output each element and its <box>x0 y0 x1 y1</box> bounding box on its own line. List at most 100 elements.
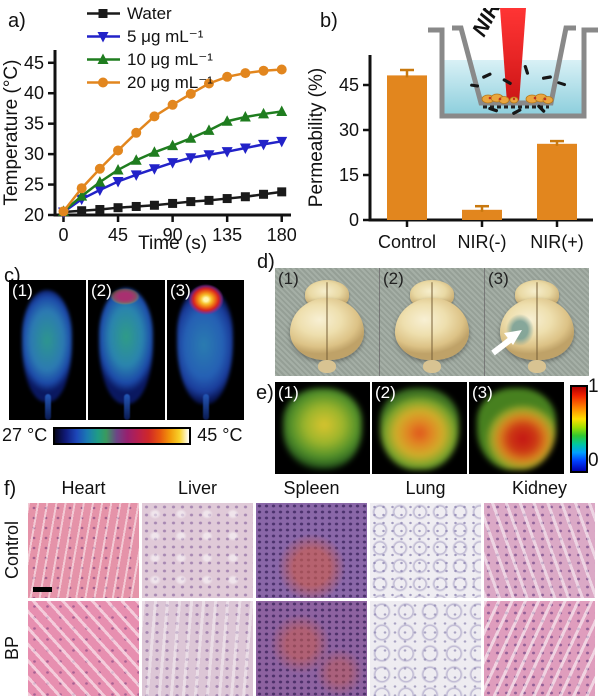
organ-header-heart: Heart <box>61 478 106 498</box>
laser-hotspot <box>110 288 140 305</box>
panel-a-label: a) <box>8 10 26 32</box>
thermal-image-strip: (1) (2) (3) <box>9 280 244 420</box>
y-tick-label: 25 <box>24 175 44 195</box>
y-tick-label: 45 <box>24 53 44 73</box>
histology-control-liver <box>142 503 253 598</box>
legend-marker-triangle-up-icon <box>87 53 120 64</box>
panel-e-fluorescence-maps: e) (1) (2) (3) 1 0 <box>256 376 600 478</box>
category-label: Control <box>378 232 436 252</box>
bp-nanosheets <box>470 65 566 115</box>
legend-marker-circle-icon <box>87 77 120 88</box>
fluorescent-brain <box>380 388 459 470</box>
organ-header-row: Heart Liver Spleen Lung Kidney <box>28 478 595 499</box>
y-tick-label: 30 <box>24 144 44 164</box>
legend-entry-5-g-ml: 5 μg mL⁻¹ <box>86 25 213 48</box>
fluorescent-brain <box>477 388 556 470</box>
bar-nir <box>462 204 502 220</box>
mouse-body <box>22 290 72 402</box>
organ-header-kidney: Kidney <box>511 478 568 498</box>
thermal-colorbar-max-label: 45 °C <box>197 425 243 445</box>
legend-label: 20 μg mL⁻¹ <box>127 72 213 92</box>
brainstem <box>318 360 336 373</box>
legend-entry-20-g-ml: 20 μg mL⁻¹ <box>86 71 213 94</box>
thermal-mouse-image-2: (2) <box>88 280 165 420</box>
brain-photo-label: (3) <box>488 269 509 288</box>
scale-bar <box>33 587 52 592</box>
series-water <box>58 187 287 217</box>
organ-header-lung: Lung <box>405 478 446 498</box>
histology-bp-liver <box>142 601 253 696</box>
y-axis-title: Temperature (°C) <box>1 60 22 206</box>
y-tick-label: 40 <box>24 83 44 103</box>
panel-a-heating-curves: a) 0 45 90 135 180 20 25 30 35 40 45 Time (s) Temper… <box>0 0 300 265</box>
legend-label: Water <box>127 3 172 23</box>
panel-f-label: f) <box>4 478 17 500</box>
organ-header-spleen: Spleen <box>283 478 340 498</box>
mouse-tail <box>45 394 51 420</box>
fluorescence-image-label: (3) <box>472 383 493 402</box>
x-tick-label: 180 <box>267 225 297 245</box>
fluorescence-colorbar-min-label: 0 <box>588 450 599 471</box>
thermal-mouse-image-3: (3) <box>167 280 244 420</box>
outer-well <box>428 27 598 119</box>
brain <box>290 278 364 373</box>
thermal-mouse-image-1: (1) <box>9 280 86 420</box>
permeability-bar-chart: 0 15 30 45 Permeability (%) Control NIR(-) NIR(… <box>306 55 593 252</box>
histology-control-kidney <box>484 503 595 598</box>
legend-label: 10 μg mL⁻¹ <box>127 49 213 69</box>
legend-marker-square-icon <box>87 9 120 18</box>
laser-hotspot <box>188 284 224 315</box>
cell-nuclei <box>488 96 547 101</box>
fluorescence-colorbar <box>570 385 588 473</box>
mouse-tail <box>124 394 130 420</box>
y-tick-label: 45 <box>339 75 359 95</box>
legend-marker-triangle-down-icon <box>87 32 120 43</box>
histology-bp-heart <box>28 601 139 696</box>
x-axis-title: Time (s) <box>138 233 207 254</box>
brain <box>500 278 574 373</box>
series-10-g-ml <box>57 105 288 216</box>
panel-d-brain-photos: d) (1) (2) (3) <box>256 248 600 378</box>
thermal-image-label: (2) <box>91 281 112 300</box>
x-tick-label: 45 <box>108 225 128 245</box>
y-tick-label: 30 <box>339 120 359 140</box>
fluorescence-image-1: (1) <box>275 382 370 474</box>
y-axis-title: Permeability (%) <box>306 68 327 207</box>
fluorescence-image-2: (2) <box>372 382 467 474</box>
fluorescence-colorbar-max-label: 1 <box>588 376 599 397</box>
brain <box>395 278 469 373</box>
mouse-tail <box>203 394 209 420</box>
brain-photo-label: (2) <box>383 269 404 288</box>
y-tick-label: 35 <box>24 114 44 134</box>
panel-f-histology: f) Heart Liver Spleen Lung Kidney Control BP <box>0 478 600 700</box>
brainstem <box>423 360 441 373</box>
white-arrow-icon <box>491 330 522 356</box>
brain-photo-3: (3) <box>485 268 589 376</box>
histology-bp-lung <box>370 601 481 696</box>
x-tick-label: 90 <box>163 225 183 245</box>
bar-nir <box>537 139 577 220</box>
legend-label: 5 μg mL⁻¹ <box>127 26 204 46</box>
fluorescence-image-strip: (1) (2) (3) <box>275 382 564 474</box>
brain-photo-label: (1) <box>278 269 299 288</box>
y-tick-label: 15 <box>339 165 359 185</box>
thermal-image-label: (3) <box>170 281 191 300</box>
line-chart-legend: Water 5 μg mL⁻¹ 10 μg mL⁻¹ 20 μg mL⁻¹ <box>86 2 213 94</box>
brain-photo-strip: (1) (2) (3) <box>275 268 589 376</box>
brain-photo-2: (2) <box>380 268 484 376</box>
mouse-body <box>99 288 153 404</box>
nir-beam <box>500 8 526 103</box>
row-label-control: Control <box>2 520 22 580</box>
brain-photo-1: (1) <box>275 268 379 376</box>
fluorescent-brain <box>283 388 362 470</box>
legend-entry-10-g-ml: 10 μg mL⁻¹ <box>86 48 213 71</box>
transwell-nir-inset: NIR <box>428 0 600 140</box>
fluorescence-image-label: (2) <box>375 383 396 402</box>
brainstem <box>528 360 546 373</box>
thermal-colorbar-row: 27 °C 45 °C <box>2 425 242 446</box>
fluorescence-image-label: (1) <box>278 383 299 402</box>
histology-bp-spleen <box>256 601 367 696</box>
panel-e-label: e) <box>256 382 274 404</box>
histology-bp-kidney <box>484 601 595 696</box>
